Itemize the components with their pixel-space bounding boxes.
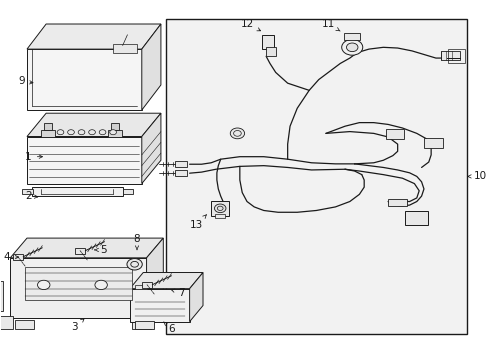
- Circle shape: [95, 280, 107, 289]
- Text: 3: 3: [71, 319, 84, 332]
- Polygon shape: [10, 238, 163, 258]
- Bar: [262, 36, 274, 49]
- Bar: [15, 320, 34, 329]
- Bar: [75, 248, 85, 253]
- Bar: [344, 33, 360, 40]
- Bar: [440, 51, 459, 60]
- Bar: [111, 123, 119, 130]
- Text: 13: 13: [190, 215, 206, 230]
- Polygon shape: [146, 238, 163, 318]
- Circle shape: [109, 130, 116, 135]
- Text: 7: 7: [171, 288, 184, 298]
- Circle shape: [38, 280, 50, 289]
- Circle shape: [214, 204, 225, 213]
- Circle shape: [346, 43, 357, 51]
- Bar: [24, 267, 132, 300]
- Bar: [447, 49, 464, 63]
- Bar: [132, 320, 151, 329]
- Bar: [108, 130, 122, 136]
- Bar: [32, 187, 122, 196]
- Text: 2: 2: [25, 191, 38, 201]
- Text: 5: 5: [95, 245, 106, 255]
- Text: 6: 6: [163, 322, 175, 334]
- Bar: [0, 316, 13, 329]
- Bar: [122, 189, 133, 194]
- Text: 12: 12: [240, 19, 260, 31]
- Text: 10: 10: [467, 171, 487, 181]
- Bar: [165, 19, 466, 334]
- Bar: [22, 189, 33, 194]
- Bar: [27, 49, 142, 110]
- Bar: [27, 136, 142, 184]
- Circle shape: [127, 258, 142, 270]
- Bar: [153, 298, 168, 309]
- Bar: [175, 170, 187, 176]
- Polygon shape: [189, 273, 203, 321]
- Polygon shape: [27, 113, 161, 136]
- Polygon shape: [142, 113, 161, 184]
- Circle shape: [57, 130, 64, 135]
- Bar: [142, 282, 152, 288]
- Polygon shape: [129, 273, 203, 289]
- Bar: [134, 321, 153, 329]
- Bar: [215, 214, 225, 218]
- Bar: [134, 285, 146, 289]
- Bar: [175, 161, 187, 167]
- Bar: [41, 130, 55, 136]
- Text: 8: 8: [133, 234, 140, 250]
- Circle shape: [99, 130, 106, 135]
- Polygon shape: [27, 24, 161, 49]
- Circle shape: [230, 128, 244, 139]
- Circle shape: [78, 130, 85, 135]
- Text: 4: 4: [3, 252, 19, 262]
- Bar: [10, 258, 146, 318]
- Bar: [265, 47, 275, 56]
- Bar: [387, 199, 407, 206]
- Bar: [404, 211, 427, 225]
- Bar: [44, 123, 52, 130]
- Polygon shape: [142, 24, 161, 110]
- Text: 11: 11: [321, 19, 340, 31]
- Circle shape: [67, 130, 74, 135]
- Text: 1: 1: [25, 152, 42, 162]
- Circle shape: [341, 40, 362, 55]
- Bar: [129, 289, 189, 321]
- Bar: [423, 138, 442, 148]
- Bar: [385, 129, 403, 139]
- Text: 9: 9: [18, 76, 33, 86]
- Bar: [113, 44, 137, 53]
- Bar: [211, 201, 229, 216]
- Circle shape: [88, 130, 95, 135]
- Bar: [13, 254, 23, 260]
- Bar: [0, 281, 3, 311]
